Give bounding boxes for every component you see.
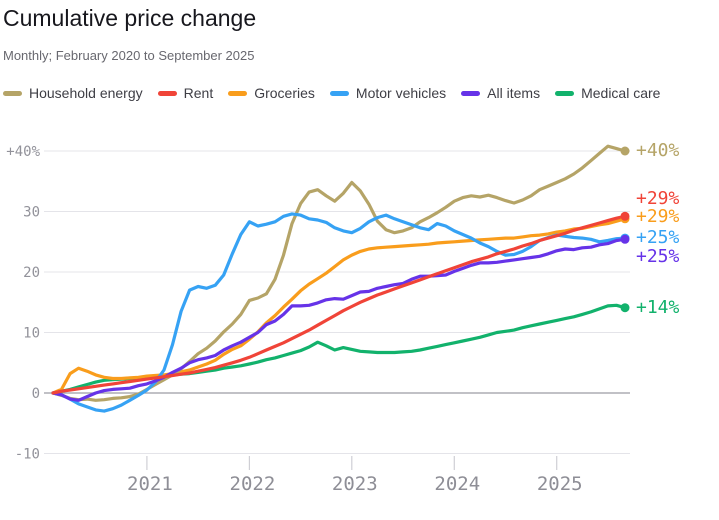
legend-swatch-rent (157, 90, 177, 96)
y-axis-label-10: 10 (23, 326, 40, 342)
legend-label-groceries: Groceries (254, 85, 315, 101)
x-axis-label-2021: 2021 (127, 473, 173, 495)
legend-item-household-energy: Household energy (3, 85, 143, 101)
series-line-motor-vehicles (51, 212, 627, 413)
legend-label-motor-vehicles: Motor vehicles (355, 85, 447, 101)
series-end-label-all-items: +25% (636, 246, 680, 267)
legend: Household energy Rent Groceries Motor vehic… (3, 85, 660, 101)
series-end-label-rent: +29% (636, 188, 680, 209)
page-title: Cumulative price change (3, 5, 257, 31)
y-axis-label-0: 0 (32, 386, 40, 402)
series-end-label-motor-vehicles: +25% (636, 227, 680, 248)
legend-swatch-motor-vehicles (329, 90, 349, 96)
x-axis-label-2023: 2023 (332, 473, 378, 495)
legend-item-all-items: All items (461, 85, 540, 101)
series-end-dot-rent (620, 211, 630, 221)
legend-swatch-all-items (461, 90, 481, 96)
series-line-household-energy (51, 144, 627, 402)
series-line-all-items (51, 237, 627, 402)
legend-item-rent: Rent (157, 85, 214, 101)
legend-swatch-household-energy (3, 90, 22, 96)
x-axis-label-2025: 2025 (537, 473, 583, 495)
legend-item-groceries: Groceries (228, 85, 315, 101)
y-axis-label-40: +40% (6, 144, 40, 160)
x-axis-label-2022: 2022 (230, 473, 276, 495)
legend-swatch-groceries (228, 90, 248, 96)
legend-swatch-medical-care (555, 90, 575, 96)
series-end-dot-household-energy (620, 146, 630, 156)
legend-label-rent: Rent (183, 85, 214, 101)
series-end-label-groceries: +29% (636, 206, 680, 227)
series-line-rent (51, 214, 627, 395)
chart-subtitle: Monthly; February 2020 to September 2025 (3, 48, 255, 63)
series-line-groceries (51, 217, 627, 395)
series-end-label-household-energy: +40% (636, 140, 680, 161)
series-end-dot-medical-care (620, 303, 630, 313)
legend-label-household-energy: Household energy (29, 85, 143, 101)
series-end-dot-all-items (620, 234, 630, 244)
y-axis-label-20: 20 (23, 265, 40, 281)
series-end-label-medical-care: +14% (636, 297, 680, 318)
legend-label-all-items: All items (487, 85, 541, 101)
legend-label-medical-care: Medical care (581, 85, 661, 101)
y-axis-label--10: -10 (15, 447, 40, 463)
x-axis-label-2024: 2024 (434, 473, 480, 495)
legend-item-motor-vehicles: Motor vehicles (329, 85, 447, 101)
y-axis-label-30: 30 (23, 205, 40, 221)
legend-item-medical-care: Medical care (555, 85, 660, 101)
